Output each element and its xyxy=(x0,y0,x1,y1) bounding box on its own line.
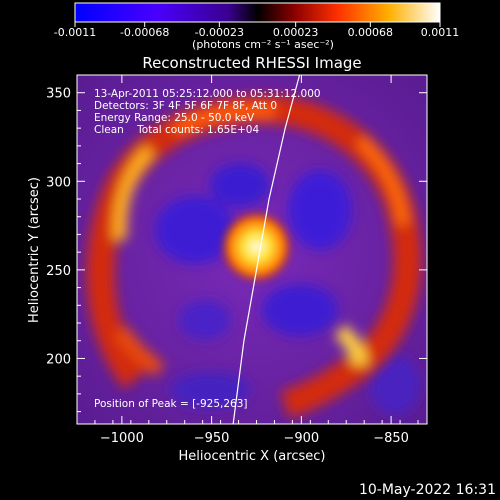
colorbar-tick-label: -0.00023 xyxy=(195,26,244,39)
x-tick-label: −900 xyxy=(283,431,319,446)
x-axis-ticks: −1000 −950 −900 −850 xyxy=(76,75,419,446)
annotation-clean-counts: Clean Total counts: 1.65E+04 xyxy=(94,124,259,136)
x-axis-label: Heliocentric X (arcsec) xyxy=(179,449,326,464)
y-axis-label: Heliocentric Y (arcsec) xyxy=(27,177,42,323)
colorbar-tick-label: -0.00068 xyxy=(120,26,169,39)
colorbar-unit-label: (photons cm⁻² s⁻¹ asec⁻²) xyxy=(192,38,334,51)
x-tick-label: −950 xyxy=(194,431,230,446)
colorbar-gradient xyxy=(74,2,441,23)
colorbar-tick-label: 0.00068 xyxy=(348,26,394,39)
colorbar-tick-label: 0.00023 xyxy=(273,26,319,39)
y-tick-label: 200 xyxy=(46,352,71,367)
chart-title: Reconstructed RHESSI Image xyxy=(142,54,361,72)
peak-position-label: Position of Peak = [-925,263] xyxy=(94,398,248,410)
x-tick-label: −850 xyxy=(373,431,409,446)
negative-lobes xyxy=(155,163,420,415)
y-tick-label: 300 xyxy=(46,175,71,190)
heatmap-image xyxy=(77,75,427,424)
footer-timestamp: 10-May-2022 16:31 xyxy=(359,482,496,498)
x-tick-label: −1000 xyxy=(100,431,144,446)
ring-emission xyxy=(86,95,422,419)
colorbar-tick-label: 0.0011 xyxy=(421,26,460,39)
colorbar-tick-label: -0.0011 xyxy=(54,26,96,39)
colorbar-ticks: -0.0011 -0.00068 -0.00023 0.00023 0.00068 0.0… xyxy=(54,22,459,39)
annotation-block: 13-Apr-2011 05:25:12.000 to 05:31:12.000… xyxy=(94,88,321,136)
annotation-time-range: 13-Apr-2011 05:25:12.000 to 05:31:12.000 xyxy=(94,88,321,100)
y-axis-ticks: 200 250 300 350 xyxy=(46,74,427,413)
colorbar: -0.0011 -0.00068 -0.00023 0.00023 0.00068 0.0… xyxy=(54,2,459,51)
plot-frame xyxy=(76,74,428,425)
annotation-detectors: Detectors: 3F 4F 5F 6F 7F 8F, Att 0 xyxy=(94,100,277,112)
y-tick-label: 250 xyxy=(46,264,71,279)
annotation-energy-range: Energy Range: 25.0 - 50.0 keV xyxy=(94,112,255,124)
solar-limb-curve xyxy=(232,75,301,424)
y-tick-label: 350 xyxy=(46,87,71,102)
peak-source xyxy=(218,208,295,285)
